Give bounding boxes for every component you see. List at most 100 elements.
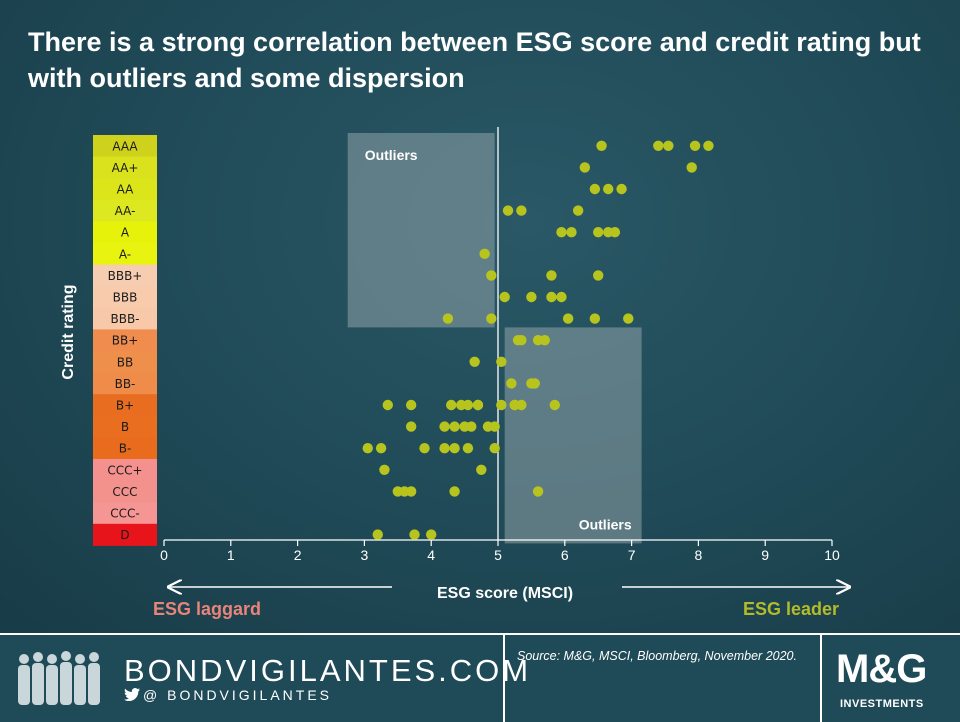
x-tick-label: 9 — [761, 547, 769, 563]
rating-band — [93, 221, 157, 244]
footer: BONDVIGILANTES.COM @ BONDVIGILANTES Sour… — [0, 633, 960, 722]
data-point — [506, 378, 517, 389]
mg-logo-sub: INVESTMENTS — [840, 698, 924, 710]
data-point — [426, 529, 437, 540]
data-point — [469, 356, 480, 367]
rating-label: CCC- — [110, 507, 139, 521]
data-point — [486, 313, 497, 324]
data-point — [549, 399, 560, 411]
twitter-handle: @ BONDVIGILANTES — [143, 687, 333, 703]
data-point — [593, 227, 604, 238]
data-point — [689, 140, 701, 151]
rating-label: A — [121, 226, 130, 240]
rating-band — [93, 135, 157, 158]
data-point — [442, 313, 454, 324]
data-point — [439, 443, 450, 454]
data-point — [382, 399, 393, 411]
data-point — [419, 443, 430, 454]
data-point — [579, 162, 591, 173]
data-point — [405, 399, 417, 411]
source-note: Source: M&G, MSCI, Bloomberg, November 2… — [517, 649, 797, 663]
data-point — [405, 421, 417, 432]
data-point — [623, 313, 634, 324]
data-point — [476, 464, 487, 475]
twitter-handle-row[interactable]: @ BONDVIGILANTES — [124, 687, 332, 703]
data-point — [686, 162, 697, 173]
rating-band — [93, 307, 157, 330]
data-point — [489, 421, 500, 432]
rating-band — [93, 437, 157, 460]
site-name[interactable]: BONDVIGILANTES.COM — [124, 653, 532, 688]
x-tick-label: 2 — [294, 547, 302, 563]
x-tick-label: 1 — [227, 547, 235, 563]
x-tick-label: 4 — [427, 547, 435, 563]
rating-band — [93, 243, 157, 266]
data-point — [532, 486, 544, 497]
rating-band — [93, 394, 157, 417]
data-point — [572, 205, 584, 216]
rating-band — [93, 415, 157, 438]
data-point — [589, 183, 601, 195]
rating-label: BB — [117, 355, 133, 369]
data-point — [546, 291, 557, 303]
data-point — [446, 399, 457, 411]
data-point — [539, 335, 550, 346]
data-point — [653, 140, 664, 151]
data-point — [362, 443, 373, 454]
x-tick-label: 0 — [160, 547, 168, 563]
rating-label: B+ — [116, 399, 134, 413]
y-axis-label: Credit rating — [60, 284, 77, 379]
data-point — [499, 291, 510, 303]
data-point — [529, 378, 540, 389]
outlier-box — [347, 133, 495, 328]
rating-label: BB- — [115, 377, 136, 391]
data-point — [379, 464, 390, 475]
data-point — [439, 421, 450, 432]
data-point — [409, 529, 420, 540]
data-point — [449, 443, 460, 454]
outlier-box — [504, 327, 642, 544]
rating-band — [93, 502, 157, 525]
rating-label: AA+ — [112, 161, 139, 175]
x-tick-label: 7 — [628, 547, 636, 563]
data-point — [462, 443, 474, 454]
rating-band — [93, 286, 157, 309]
rating-label: CCC — [112, 485, 137, 499]
rating-band — [93, 178, 157, 201]
rating-label: BBB — [113, 291, 138, 305]
data-point — [596, 140, 607, 151]
data-point — [502, 205, 514, 216]
rating-label: CCC+ — [107, 463, 142, 477]
data-point — [472, 399, 484, 411]
data-point — [462, 399, 474, 411]
data-point — [546, 270, 557, 281]
data-point — [375, 443, 387, 454]
people-silhouette-icon — [18, 651, 100, 705]
x-axis-label: ESG score (MSCI) — [437, 585, 573, 602]
rating-band — [93, 372, 157, 395]
rating-band — [93, 199, 157, 222]
x-tick-label: 3 — [361, 547, 369, 563]
data-point — [556, 291, 567, 303]
rating-band — [93, 351, 157, 374]
data-point — [496, 356, 507, 367]
rating-band — [93, 264, 157, 287]
data-point — [372, 529, 383, 540]
footer-divider — [503, 635, 505, 722]
outlier-label: Outliers — [579, 516, 632, 532]
x-tick-label: 8 — [695, 547, 703, 563]
x-tick-label: 6 — [561, 547, 569, 563]
data-point — [526, 291, 537, 303]
data-point — [509, 399, 520, 411]
x-tick-label: 10 — [824, 547, 840, 563]
data-point — [516, 205, 527, 216]
outlier-label: Outliers — [365, 147, 418, 163]
rating-label: BBB+ — [108, 269, 143, 283]
rating-label: AA — [117, 183, 135, 197]
chart-area: There is a strong correlation between ES… — [0, 0, 960, 633]
data-point — [486, 270, 497, 281]
chart-title: There is a strong correlation between ES… — [28, 27, 921, 93]
data-point — [466, 421, 477, 432]
data-point — [405, 486, 417, 497]
